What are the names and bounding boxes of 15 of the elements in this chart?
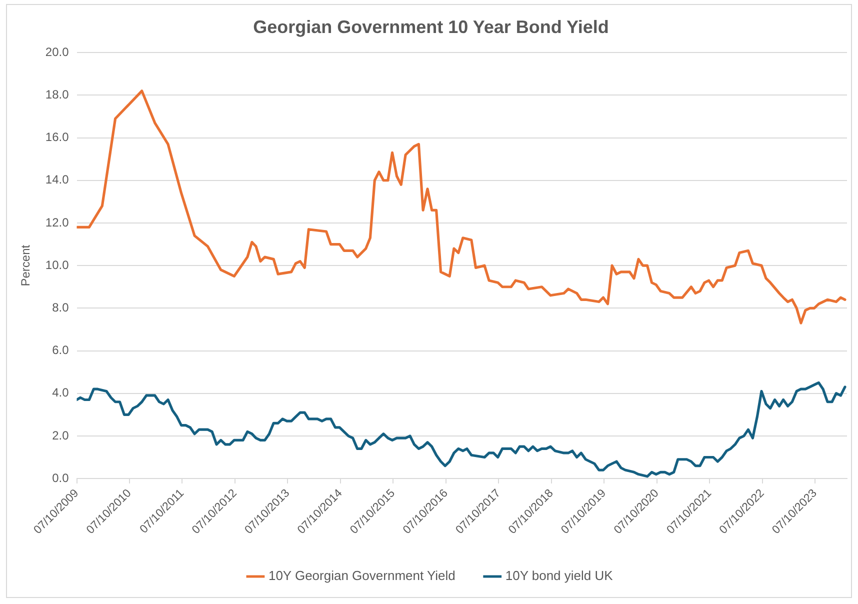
y-tick-label: 0.0 [52,470,70,485]
y-tick-label: 14.0 [45,172,70,187]
y-tick-label: 8.0 [52,300,70,314]
y-tick-label: 18.0 [45,88,70,102]
y-tick-label: 2.0 [52,428,70,442]
y-axis-title: Percent [18,244,33,286]
legend-label: 10Y bond yield UK [505,568,614,584]
y-tick-label: 20.0 [45,44,70,59]
y-tick-label: 12.0 [45,215,70,230]
y-tick-label: 6.0 [52,343,70,358]
y-tick-label: 4.0 [52,386,70,400]
legend-label: 10Y Georgian Government Yield [268,568,456,584]
y-tick-label: 10.0 [45,258,70,272]
chart-title: Georgian Government 10 Year Bond Yield [253,16,609,37]
y-tick-label: 16.0 [45,130,70,144]
